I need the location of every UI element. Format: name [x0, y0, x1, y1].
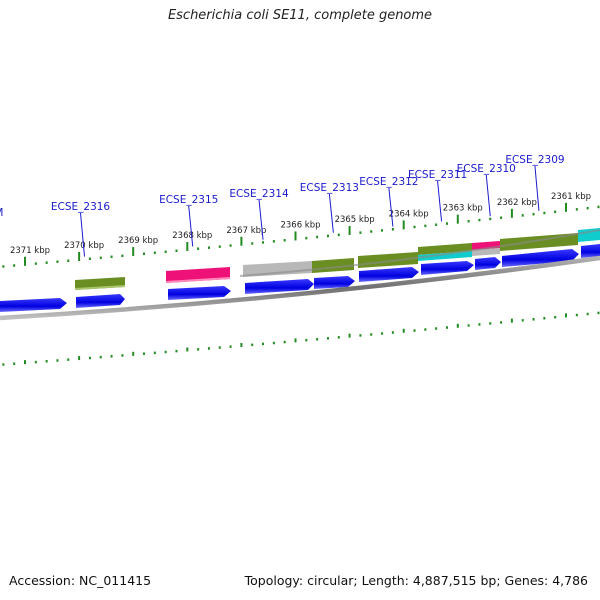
scale-tick-label: 2369 kbp — [118, 236, 158, 246]
genome-backbone — [0, 255, 600, 321]
gene-leader-line — [485, 174, 491, 217]
gene-label[interactable]: ECSE_2312 — [359, 176, 418, 188]
gene-leader-line — [437, 180, 443, 222]
feature-bar-olive — [358, 252, 418, 268]
gene-leader-line — [258, 199, 264, 240]
scale-tick-label: 2366 kbp — [280, 220, 320, 230]
gene-leader-line — [80, 212, 86, 257]
cds-arrow — [314, 276, 355, 289]
scale-tick-label: 2370 kbp — [64, 241, 104, 251]
outer-scale-ticks — [2, 202, 600, 268]
cds-arrow-track — [0, 244, 600, 312]
cds-arrow — [475, 257, 501, 270]
scale-tick-label: 2365 kbp — [335, 215, 375, 225]
gene-label[interactable]: ECSE_2314 — [229, 188, 289, 200]
feature-bar-gray — [243, 261, 312, 277]
accession-label: Accession: NC_011415 — [9, 573, 152, 588]
gene-leader-line — [188, 205, 194, 247]
gene-label[interactable]: ECSE_2309 — [505, 154, 564, 166]
gene-label[interactable]: wcaM — [0, 207, 3, 219]
gene-label[interactable]: ECSE_2310 — [457, 163, 516, 175]
gene-leader-line — [328, 193, 334, 233]
cds-arrow — [76, 294, 125, 308]
genome-summary: Topology: circular; Length: 4,887,515 bp… — [244, 573, 588, 588]
gene-label[interactable]: ECSE_2311 — [408, 169, 467, 181]
cds-arrow — [245, 279, 314, 294]
inner-scale-ticks — [2, 311, 600, 366]
cds-arrow — [359, 267, 419, 282]
scale-tick-label: 2368 kbp — [172, 231, 212, 241]
gene-label[interactable]: ECSE_2313 — [300, 182, 359, 194]
scale-tick-label: 2364 kbp — [389, 209, 429, 219]
gene-leader-line — [388, 187, 394, 227]
feature-bar-magenta-highlight — [166, 277, 230, 283]
gene-label[interactable]: ECSE_2315 — [159, 194, 218, 206]
scale-tick-label: 2361 kbp — [551, 192, 591, 202]
gene-label[interactable]: ECSE_2316 — [51, 201, 111, 213]
scale-tick-label: 2362 kbp — [497, 198, 537, 208]
scale-tick-label: 2371 kbp — [10, 246, 50, 256]
cds-arrow — [502, 249, 579, 267]
cds-arrow — [0, 298, 67, 312]
scale-tick-label: 2363 kbp — [443, 204, 483, 214]
gene-leader-line — [534, 165, 540, 211]
feature-bar-cyan — [418, 251, 472, 261]
cds-arrow — [581, 244, 600, 258]
cds-arrow — [421, 261, 474, 275]
cds-arrow — [168, 286, 231, 300]
scale-tick-label: 2367 kbp — [226, 226, 266, 236]
genome-backbone-upper-edge — [239, 229, 600, 277]
map-title: Escherichia coli SE11, complete genome — [167, 8, 433, 23]
feature-bar-olive-highlight — [75, 285, 125, 290]
